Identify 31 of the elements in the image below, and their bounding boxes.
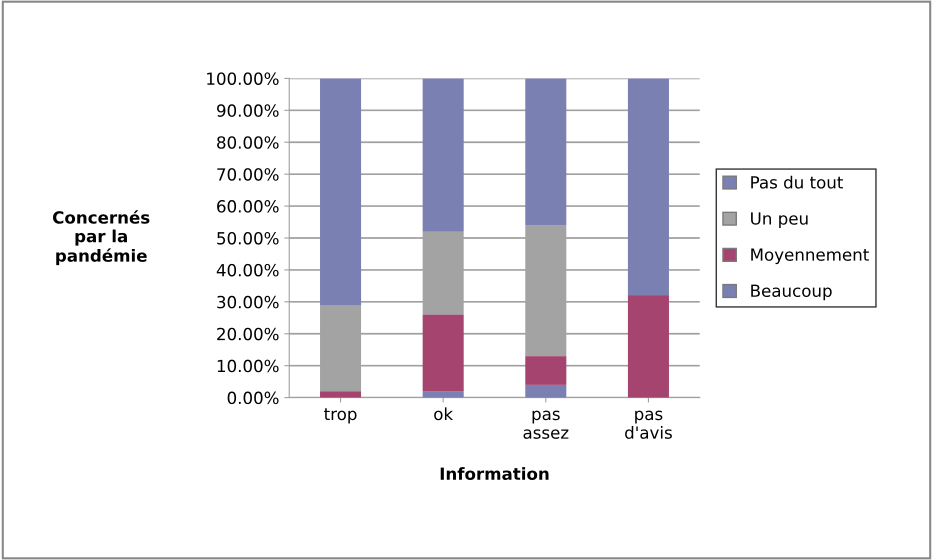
x-tick-label: pas d'avis — [625, 410, 672, 439]
x-axis-title: Information — [440, 467, 548, 480]
y-tick-label: 0.00% — [228, 392, 279, 404]
y-tick-label: 100.00% — [207, 72, 279, 85]
bar — [525, 78, 566, 226]
bar — [422, 314, 464, 392]
y-tick-label: 10.00% — [218, 360, 279, 372]
x-tick-label: trop — [324, 408, 357, 424]
y-tick-label: 60.00% — [217, 200, 279, 213]
bar — [628, 295, 669, 398]
y-tick-label: 90.00% — [217, 104, 279, 117]
legend-label: Moyennement — [751, 248, 869, 264]
legend-label: Un peu — [751, 212, 808, 228]
x-tick-label: pas assez — [524, 410, 568, 439]
legend-label: Pas du tout — [751, 176, 843, 189]
x-tick-label: ok — [434, 407, 454, 420]
bar — [525, 384, 566, 398]
y-tick-label: 20.00% — [217, 328, 279, 340]
bar — [320, 391, 362, 398]
bar — [525, 356, 566, 385]
bar — [628, 78, 669, 296]
y-tick-label: 50.00% — [217, 232, 279, 245]
y-tick-label: 40.00% — [216, 264, 279, 276]
legend-label: Beaucoup — [751, 284, 832, 300]
y-tick-label: 30.00% — [217, 296, 279, 308]
y-tick-label: 70.00% — [217, 168, 279, 181]
bar — [422, 391, 464, 398]
bar — [422, 78, 464, 232]
y-tick-label: 80.00% — [217, 136, 279, 149]
bar — [320, 78, 362, 306]
y-axis-title: Concernés par la pandémie — [53, 210, 150, 266]
